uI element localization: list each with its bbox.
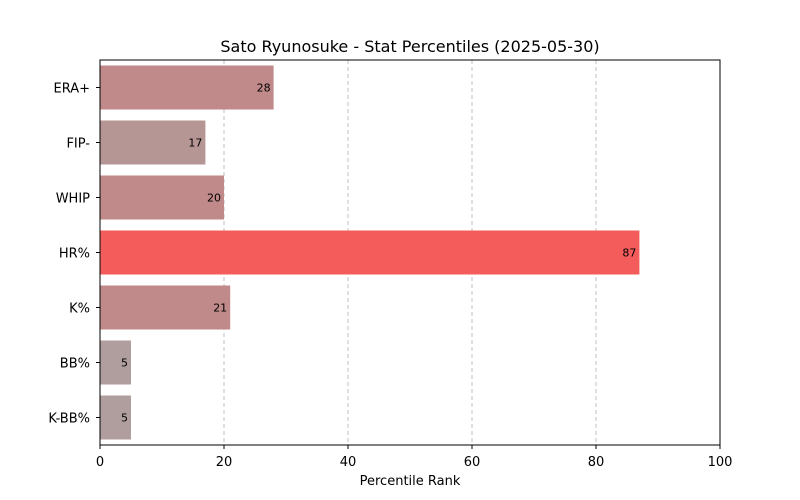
y-tick-label: BB% (60, 357, 90, 372)
bar (100, 285, 231, 330)
y-tick-label: ERA+ (53, 82, 90, 97)
bar-value-label: 21 (213, 302, 227, 315)
y-tick-label: K-BB% (48, 412, 90, 427)
bar-value-label: 5 (121, 412, 128, 425)
chart-title: Sato Ryunosuke - Stat Percentiles (2025-… (220, 37, 599, 56)
x-tick-label: 20 (216, 455, 233, 470)
bar (100, 340, 131, 385)
x-tick-label: 0 (96, 455, 104, 470)
y-tick-label: HR% (59, 247, 90, 262)
y-tick-label: K% (69, 302, 90, 317)
y-tick-label: FIP- (66, 137, 90, 152)
bar-value-label: 87 (622, 247, 636, 260)
bar-value-label: 17 (188, 137, 202, 150)
bar (100, 175, 224, 220)
bar (100, 120, 206, 165)
y-tick-label: WHIP (56, 192, 90, 207)
axes: 0 20 40 60 80 100 ERA+ FIP- WHIP HR% K% BB% K-BB% (48, 82, 732, 471)
x-axis-label: Percentile Rank (360, 474, 461, 489)
bar (100, 230, 640, 275)
x-tick-label: 100 (708, 455, 733, 470)
bar (100, 65, 274, 110)
bar-value-label: 28 (257, 82, 271, 95)
bars: 28 17 20 87 21 5 5 (100, 65, 640, 440)
bar-value-label: 20 (207, 192, 221, 205)
x-tick-label: 40 (340, 455, 357, 470)
x-tick-label: 80 (588, 455, 605, 470)
x-tick-label: 60 (464, 455, 481, 470)
bar-value-label: 5 (121, 357, 128, 370)
bar (100, 395, 131, 440)
